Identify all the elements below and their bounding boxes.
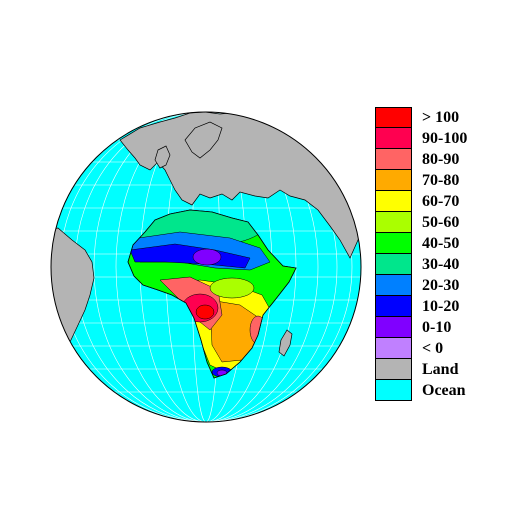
- legend-label: Ocean: [422, 382, 466, 399]
- legend-entry: Ocean: [375, 380, 505, 401]
- legend-label: 50-60: [422, 214, 460, 231]
- legend-swatch: [375, 212, 412, 233]
- legend-label: 90-100: [422, 130, 468, 147]
- legend-swatch: [375, 317, 412, 338]
- legend-entry: < 0: [375, 338, 505, 359]
- legend-label: 30-40: [422, 256, 460, 273]
- legend-entry: 80-90: [375, 149, 505, 170]
- scandinavia-land: [184, 121, 223, 159]
- legend-label: 60-70: [422, 193, 460, 210]
- legend: > 100 90-100 80-90 70-80 60-70 50-60 40-50 30-4…: [375, 107, 505, 401]
- legend-swatch: [375, 107, 412, 128]
- legend-label: 10-20: [422, 298, 460, 315]
- legend-swatch: [375, 170, 412, 191]
- legend-entry: 0-10: [375, 317, 505, 338]
- legend-entry: 40-50: [375, 233, 505, 254]
- legend-label: 20-30: [422, 277, 460, 294]
- legend-swatch: [375, 338, 412, 359]
- legend-entry: 10-20: [375, 296, 505, 317]
- legend-swatch: [375, 128, 412, 149]
- legend-label: > 100: [422, 109, 460, 126]
- legend-swatch: [375, 380, 412, 401]
- legend-label: < 0: [422, 340, 444, 357]
- legend-entry: 70-80: [375, 170, 505, 191]
- legend-label: 0-10: [422, 319, 452, 336]
- legend-swatch: [375, 359, 412, 380]
- legend-entry: 20-30: [375, 275, 505, 296]
- legend-label: 80-90: [422, 151, 460, 168]
- globe-outline: [50, 111, 362, 423]
- legend-label: Land: [422, 361, 459, 378]
- legend-entry: Land: [375, 359, 505, 380]
- legend-swatch: [375, 254, 412, 275]
- legend-label: 40-50: [422, 235, 460, 252]
- legend-entry: 60-70: [375, 191, 505, 212]
- legend-swatch: [375, 191, 412, 212]
- legend-entry: 50-60: [375, 212, 505, 233]
- legend-entry: 90-100: [375, 128, 505, 149]
- legend-swatch: [375, 296, 412, 317]
- legend-swatch: [375, 275, 412, 296]
- legend-swatch: [375, 233, 412, 254]
- madagascar-land: [278, 329, 293, 357]
- british-isles-land: [154, 145, 171, 169]
- legend-entry: 30-40: [375, 254, 505, 275]
- legend-label: 70-80: [422, 172, 460, 189]
- legend-swatch: [375, 149, 412, 170]
- legend-entry: > 100: [375, 107, 505, 128]
